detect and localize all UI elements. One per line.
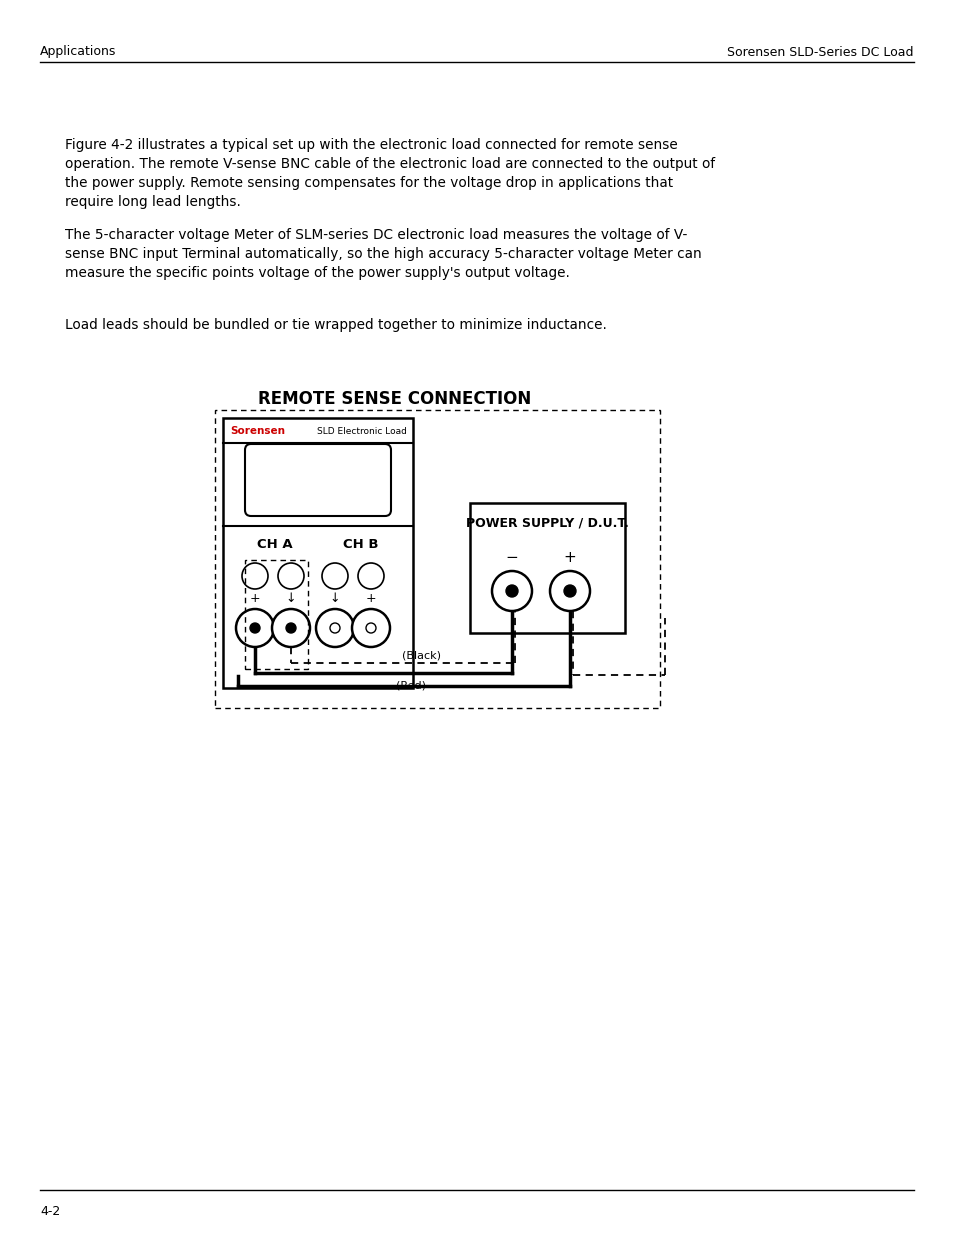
Text: (Black): (Black): [401, 650, 440, 659]
Text: SLD Electronic Load: SLD Electronic Load: [316, 426, 407, 436]
Circle shape: [315, 609, 354, 647]
Circle shape: [242, 563, 268, 589]
Text: 4-2: 4-2: [40, 1205, 60, 1218]
Text: +: +: [563, 551, 576, 566]
Text: −: −: [505, 551, 517, 566]
Circle shape: [235, 609, 274, 647]
Text: ↓: ↓: [286, 592, 296, 604]
Circle shape: [286, 622, 295, 634]
Text: Sorensen: Sorensen: [230, 426, 285, 436]
Bar: [470, 503, 624, 634]
Circle shape: [250, 622, 260, 634]
Text: CH A: CH A: [257, 538, 293, 551]
Bar: [223, 417, 413, 688]
Text: ↓: ↓: [330, 592, 340, 604]
Circle shape: [277, 563, 304, 589]
Bar: [214, 410, 659, 708]
Circle shape: [550, 571, 589, 611]
Circle shape: [505, 585, 517, 597]
Text: +: +: [250, 592, 260, 604]
FancyBboxPatch shape: [245, 445, 391, 516]
Text: Load leads should be bundled or tie wrapped together to minimize inductance.: Load leads should be bundled or tie wrap…: [65, 317, 606, 332]
Text: measure the specific points voltage of the power supply's output voltage.: measure the specific points voltage of t…: [65, 266, 569, 280]
Text: Figure 4-2 illustrates a typical set up with the electronic load connected for r: Figure 4-2 illustrates a typical set up …: [65, 138, 677, 152]
Text: Applications: Applications: [40, 46, 116, 58]
Circle shape: [366, 622, 375, 634]
Circle shape: [563, 585, 576, 597]
Circle shape: [322, 563, 348, 589]
Circle shape: [357, 563, 384, 589]
Circle shape: [272, 609, 310, 647]
Text: POWER SUPPLY / D.U.T.: POWER SUPPLY / D.U.T.: [466, 517, 628, 530]
Bar: [245, 559, 308, 669]
Text: (Red): (Red): [396, 680, 426, 692]
Text: operation. The remote V-sense BNC cable of the electronic load are connected to : operation. The remote V-sense BNC cable …: [65, 157, 715, 170]
Circle shape: [352, 609, 390, 647]
Text: Sorensen SLD-Series DC Load: Sorensen SLD-Series DC Load: [727, 46, 913, 58]
Circle shape: [330, 622, 339, 634]
Circle shape: [492, 571, 532, 611]
Text: +: +: [365, 592, 375, 604]
Text: The 5-character voltage Meter of SLM-series DC electronic load measures the volt: The 5-character voltage Meter of SLM-ser…: [65, 228, 687, 242]
Text: sense BNC input Terminal automatically, so the high accuracy 5-character voltage: sense BNC input Terminal automatically, …: [65, 247, 701, 261]
Text: require long lead lengths.: require long lead lengths.: [65, 195, 240, 209]
Text: CH B: CH B: [343, 538, 378, 551]
Text: REMOTE SENSE CONNECTION: REMOTE SENSE CONNECTION: [258, 390, 531, 408]
Text: the power supply. Remote sensing compensates for the voltage drop in application: the power supply. Remote sensing compens…: [65, 177, 673, 190]
